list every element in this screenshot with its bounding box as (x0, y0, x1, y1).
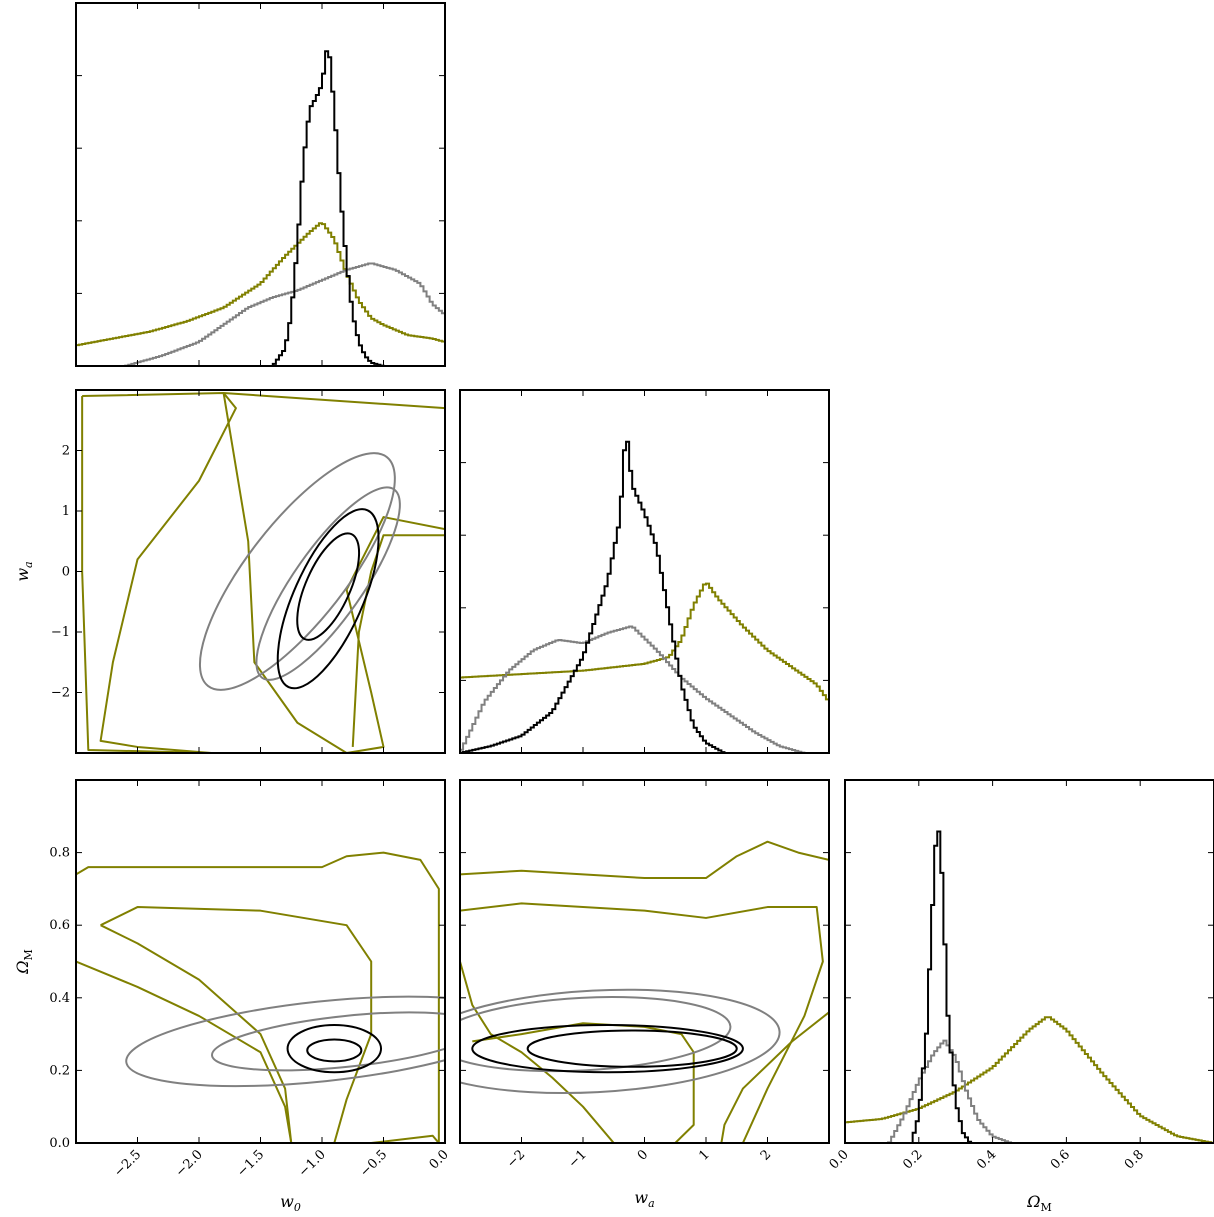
contour-olive (100, 906, 373, 1143)
panel-frame (844, 779, 1214, 1144)
contour-gray (460, 988, 781, 1095)
contour-olive (720, 1011, 829, 1143)
axis-label-w0: w0 (280, 1192, 301, 1214)
contour-black (286, 1024, 383, 1074)
y-tick-label: 0.4 (49, 991, 70, 1006)
y-tick-label: 0.0 (49, 1136, 70, 1151)
panel-content (845, 830, 1214, 1143)
contour-olive (222, 392, 445, 753)
axis-label-wa: wa (13, 561, 35, 581)
hist-olive-w0 (76, 222, 445, 347)
panel-content (81, 392, 445, 753)
x-tick-label: 2 (758, 1147, 774, 1163)
x-tick-label: 0.2 (900, 1147, 925, 1172)
panel-r2-c1: −2 −1 0 1 2 wa (459, 779, 830, 1210)
x-tick-label: −0.5 (357, 1147, 390, 1180)
x-tick-label: 0.0 (427, 1147, 452, 1172)
y-tick-label: −1 (51, 625, 70, 640)
panel-frame (75, 779, 446, 1144)
panel-frame (75, 2, 446, 367)
x-tick-label: −1.5 (234, 1147, 267, 1180)
contour-olive (472, 1022, 695, 1143)
x-tick-label: −2.5 (111, 1147, 144, 1180)
contour-olive (371, 1134, 440, 1143)
contour-black (526, 1029, 738, 1068)
y-tick-label: 1 (62, 504, 70, 519)
x-tick-label: 1 (696, 1147, 712, 1163)
y-tick-label: 0.2 (49, 1063, 70, 1078)
x-tick-label: −1.0 (296, 1147, 329, 1180)
contour-gray (211, 1011, 445, 1072)
panel-content (76, 50, 445, 366)
y-tick-label: 0.8 (49, 846, 70, 861)
contour-olive (76, 960, 293, 1143)
axis-label-om: ΩM (1026, 1192, 1052, 1214)
contour-gray (255, 486, 401, 681)
y-tick-label: 0.6 (49, 918, 70, 933)
hist-olive-wa (460, 582, 829, 701)
panel-frame (75, 389, 446, 754)
panel-content (460, 840, 829, 1143)
panel-frame (459, 389, 830, 754)
contour-olive (351, 534, 445, 748)
hist-gray-wa (460, 625, 829, 753)
contour-gray (198, 452, 396, 691)
hist-black-wa (460, 440, 829, 753)
axis-label-wa: wa (634, 1188, 654, 1210)
panel-r1-c0: −2 −1 0 1 2 wa (13, 389, 446, 754)
panel-r0-c0 (75, 2, 446, 367)
contour-black (471, 1024, 744, 1074)
contour-black (296, 532, 361, 641)
contour-olive (81, 392, 237, 753)
y-tick-label: 0 (62, 565, 70, 580)
x-tick-label: 0.8 (1122, 1147, 1147, 1172)
contour-olive (100, 924, 293, 1143)
contour-gray (125, 995, 445, 1088)
x-tick-label: −2 (504, 1147, 528, 1171)
contour-black (276, 508, 380, 690)
contour-olive (460, 840, 829, 962)
contour-olive (460, 961, 615, 1143)
hist-gray-om (845, 1039, 1214, 1143)
axis-label-om: ΩM (13, 949, 35, 975)
hist-black-w0 (76, 50, 445, 366)
panel-r2-c0: −2.5 −2.0 −1.5 −1.0 −0.5 0.0 0.0 0.2 0.4 0.6 0.8 ΩM… (13, 779, 452, 1214)
panel-r1-c1 (459, 389, 830, 754)
x-tick-label: 0.4 (974, 1147, 999, 1172)
x-tick-label: 0 (635, 1147, 651, 1163)
x-tick-label: 0.0 (827, 1147, 852, 1172)
panel-r2-c2: 0.0 0.2 0.4 0.6 0.8 ΩM (827, 779, 1214, 1214)
x-tick-label: 0.6 (1048, 1147, 1073, 1172)
panel-content (460, 440, 829, 753)
x-tick-label: −1 (566, 1147, 590, 1171)
contour-gray (460, 996, 732, 1073)
contour-olive (460, 902, 824, 1143)
y-tick-label: 2 (62, 444, 70, 459)
x-tick-label: −2.0 (173, 1147, 206, 1180)
panel-content (76, 851, 445, 1143)
hist-gray-w0 (76, 262, 445, 366)
y-tick-label: −2 (51, 686, 70, 701)
contour-olive (76, 851, 440, 1143)
contour-black (306, 1038, 363, 1063)
hist-black-om (845, 830, 1214, 1143)
